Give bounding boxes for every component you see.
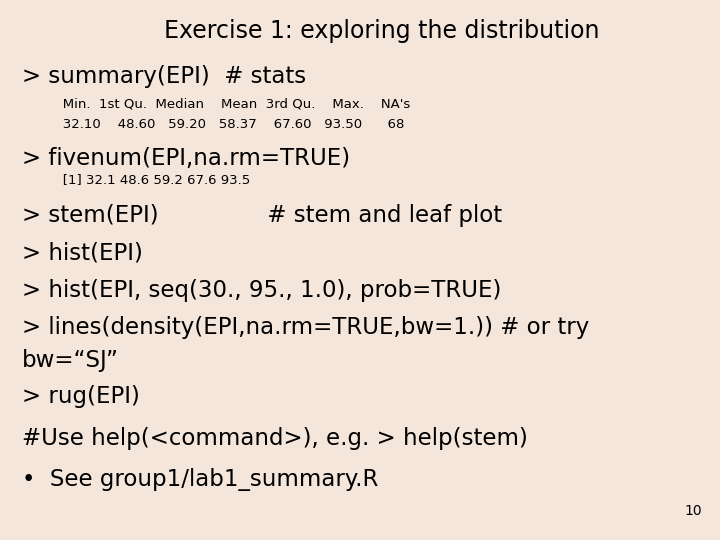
Text: bw=“SJ”: bw=“SJ” [22,349,119,373]
Text: > rug(EPI): > rug(EPI) [22,385,140,408]
Text: > lines(density(EPI,na.rm=TRUE,bw=1.)) # or try: > lines(density(EPI,na.rm=TRUE,bw=1.)) #… [22,316,589,339]
Text: Exercise 1: exploring the distribution: Exercise 1: exploring the distribution [164,19,599,43]
Text: #Use help(<command>), e.g. > help(stem): #Use help(<command>), e.g. > help(stem) [22,427,528,450]
Text: > hist(EPI): > hist(EPI) [22,241,143,265]
Text: > fivenum(EPI,na.rm=TRUE): > fivenum(EPI,na.rm=TRUE) [22,147,350,170]
Text: > stem(EPI)               # stem and leaf plot: > stem(EPI) # stem and leaf plot [22,204,502,227]
Text: 10: 10 [685,504,702,518]
Text: [1] 32.1 48.6 59.2 67.6 93.5: [1] 32.1 48.6 59.2 67.6 93.5 [50,173,251,186]
Text: > hist(EPI, seq(30., 95., 1.0), prob=TRUE): > hist(EPI, seq(30., 95., 1.0), prob=TRU… [22,279,501,302]
Text: > summary(EPI)  # stats: > summary(EPI) # stats [22,65,306,88]
Text: •  See group1/lab1_summary.R: • See group1/lab1_summary.R [22,468,378,491]
Text: Min.  1st Qu.  Median    Mean  3rd Qu.    Max.    NA's: Min. 1st Qu. Median Mean 3rd Qu. Max. NA… [50,97,410,110]
Text: 32.10    48.60   59.20   58.37    67.60   93.50      68: 32.10 48.60 59.20 58.37 67.60 93.50 68 [50,118,405,131]
